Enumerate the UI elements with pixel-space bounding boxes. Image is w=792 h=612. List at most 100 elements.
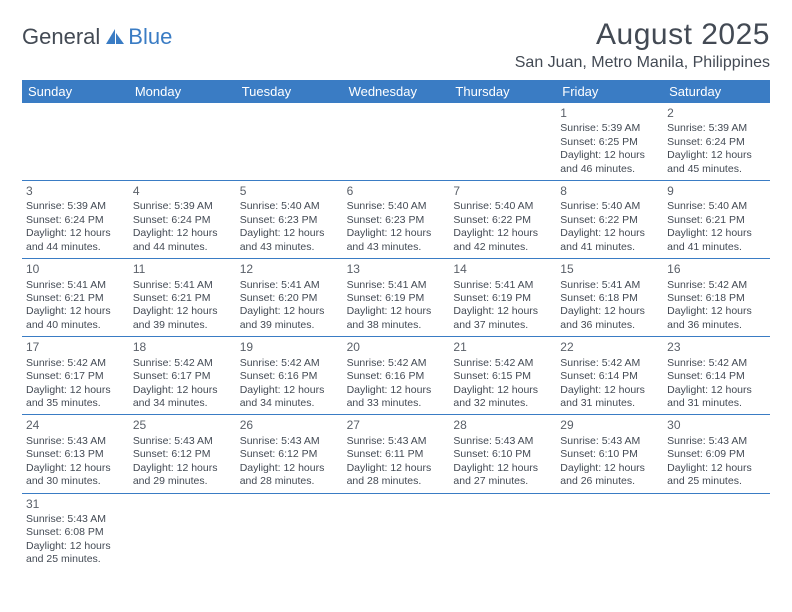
day-cell: 12Sunrise: 5:41 AMSunset: 6:20 PMDayligh… (236, 259, 343, 336)
day-sr: Sunrise: 5:43 AM (347, 435, 446, 448)
day-number: 7 (453, 184, 552, 199)
day-dl2: and 32 minutes. (453, 397, 552, 410)
week-row: 24Sunrise: 5:43 AMSunset: 6:13 PMDayligh… (22, 415, 770, 493)
day-dl2: and 34 minutes. (133, 397, 232, 410)
day-number: 22 (560, 340, 659, 355)
day-sr: Sunrise: 5:43 AM (26, 513, 125, 526)
day-sr: Sunrise: 5:42 AM (667, 279, 766, 292)
day-sr: Sunrise: 5:40 AM (667, 200, 766, 213)
day-ss: Sunset: 6:21 PM (26, 292, 125, 305)
day-ss: Sunset: 6:20 PM (240, 292, 339, 305)
day-cell: 10 Sunrise: 5:41 AMSunset: 6:21 PMDayligh… (22, 259, 129, 336)
day-number: 5 (240, 184, 339, 199)
calendar: Sunday Monday Tuesday Wednesday Thursday… (22, 80, 770, 571)
day-number: 9 (667, 184, 766, 199)
day-dl2: and 36 minutes. (560, 319, 659, 332)
weekday-header: Sunday Monday Tuesday Wednesday Thursday… (22, 80, 770, 103)
day-dl1: Daylight: 12 hours (560, 462, 659, 475)
day-cell (236, 103, 343, 180)
weekday-sat: Saturday (663, 80, 770, 103)
day-dl2: and 34 minutes. (240, 397, 339, 410)
day-cell (22, 103, 129, 180)
day-dl2: and 28 minutes. (240, 475, 339, 488)
day-cell: 5Sunrise: 5:40 AMSunset: 6:23 PMDaylight… (236, 181, 343, 258)
day-cell: 6Sunrise: 5:40 AMSunset: 6:23 PMDaylight… (343, 181, 450, 258)
day-cell: 14Sunrise: 5:41 AMSunset: 6:19 PMDayligh… (449, 259, 556, 336)
day-cell: 31Sunrise: 5:43 AMSunset: 6:08 PMDayligh… (22, 494, 129, 571)
day-cell (129, 494, 236, 571)
day-dl1: Daylight: 12 hours (667, 462, 766, 475)
day-dl2: and 38 minutes. (347, 319, 446, 332)
day-cell: 19Sunrise: 5:42 AMSunset: 6:16 PMDayligh… (236, 337, 343, 414)
day-cell: 8Sunrise: 5:40 AMSunset: 6:22 PMDaylight… (556, 181, 663, 258)
day-cell: 4Sunrise: 5:39 AMSunset: 6:24 PMDaylight… (129, 181, 236, 258)
day-dl1: Daylight: 12 hours (133, 305, 232, 318)
day-dl1: Daylight: 12 hours (453, 462, 552, 475)
day-dl2: and 42 minutes. (453, 241, 552, 254)
day-number: 15 (560, 262, 659, 277)
day-dl2: and 45 minutes. (667, 163, 766, 176)
day-number: 13 (347, 262, 446, 277)
day-number: 25 (133, 418, 232, 433)
day-number: 14 (453, 262, 552, 277)
day-sr: Sunrise: 5:39 AM (667, 122, 766, 135)
day-dl2: and 43 minutes. (347, 241, 446, 254)
day-number: 20 (347, 340, 446, 355)
day-number: 2 (667, 106, 766, 121)
header-row: General Blue August 2025 San Juan, Metro… (22, 18, 770, 72)
weekday-fri: Friday (556, 80, 663, 103)
day-dl2: and 31 minutes. (667, 397, 766, 410)
day-ss: Sunset: 6:16 PM (347, 370, 446, 383)
day-dl1: Daylight: 12 hours (453, 227, 552, 240)
day-ss: Sunset: 6:19 PM (453, 292, 552, 305)
week-row: 31Sunrise: 5:43 AMSunset: 6:08 PMDayligh… (22, 494, 770, 571)
day-sr: Sunrise: 5:42 AM (133, 357, 232, 370)
day-cell (129, 103, 236, 180)
day-ss: Sunset: 6:10 PM (453, 448, 552, 461)
day-number: 23 (667, 340, 766, 355)
day-dl2: and 41 minutes. (560, 241, 659, 254)
day-dl2: and 44 minutes. (133, 241, 232, 254)
day-number: 26 (240, 418, 339, 433)
weekday-sun: Sunday (22, 80, 129, 103)
weekday-wed: Wednesday (343, 80, 450, 103)
day-sr: Sunrise: 5:41 AM (26, 279, 125, 292)
day-dl1: Daylight: 12 hours (26, 305, 125, 318)
day-ss: Sunset: 6:08 PM (26, 526, 125, 539)
day-cell: 21Sunrise: 5:42 AMSunset: 6:15 PMDayligh… (449, 337, 556, 414)
day-sr: Sunrise: 5:41 AM (347, 279, 446, 292)
day-dl1: Daylight: 12 hours (667, 149, 766, 162)
day-dl2: and 39 minutes. (133, 319, 232, 332)
day-dl1: Daylight: 12 hours (133, 384, 232, 397)
day-dl1: Daylight: 12 hours (347, 305, 446, 318)
day-number: 21 (453, 340, 552, 355)
day-ss: Sunset: 6:19 PM (347, 292, 446, 305)
weekday-thu: Thursday (449, 80, 556, 103)
logo-sail-icon (105, 28, 125, 46)
day-cell: 25Sunrise: 5:43 AMSunset: 6:12 PMDayligh… (129, 415, 236, 492)
day-dl2: and 37 minutes. (453, 319, 552, 332)
day-cell: 15Sunrise: 5:41 AMSunset: 6:18 PMDayligh… (556, 259, 663, 336)
day-cell: 26Sunrise: 5:43 AMSunset: 6:12 PMDayligh… (236, 415, 343, 492)
day-cell: 11Sunrise: 5:41 AMSunset: 6:21 PMDayligh… (129, 259, 236, 336)
day-dl1: Daylight: 12 hours (133, 462, 232, 475)
day-number: 19 (240, 340, 339, 355)
day-number: 10 (26, 262, 125, 277)
day-cell: 17Sunrise: 5:42 AMSunset: 6:17 PMDayligh… (22, 337, 129, 414)
day-dl2: and 43 minutes. (240, 241, 339, 254)
day-dl2: and 40 minutes. (26, 319, 125, 332)
day-number: 24 (26, 418, 125, 433)
day-cell: 20Sunrise: 5:42 AMSunset: 6:16 PMDayligh… (343, 337, 450, 414)
weeks-container: 1Sunrise: 5:39 AMSunset: 6:25 PMDaylight… (22, 103, 770, 571)
day-number: 29 (560, 418, 659, 433)
week-row: 1Sunrise: 5:39 AMSunset: 6:25 PMDaylight… (22, 103, 770, 181)
day-sr: Sunrise: 5:42 AM (240, 357, 339, 370)
day-ss: Sunset: 6:22 PM (453, 214, 552, 227)
day-number: 4 (133, 184, 232, 199)
logo: General Blue (22, 18, 172, 50)
day-sr: Sunrise: 5:41 AM (560, 279, 659, 292)
day-sr: Sunrise: 5:43 AM (240, 435, 339, 448)
day-dl2: and 30 minutes. (26, 475, 125, 488)
day-sr: Sunrise: 5:41 AM (133, 279, 232, 292)
day-dl1: Daylight: 12 hours (26, 462, 125, 475)
